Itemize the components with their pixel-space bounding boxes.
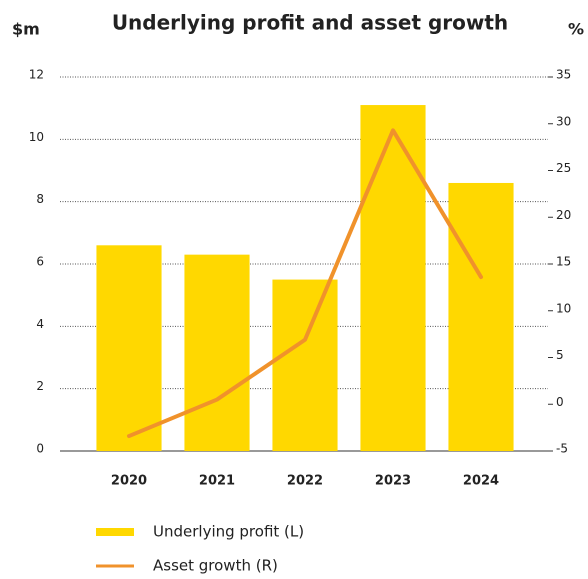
y2-tick-label: 0 (556, 395, 564, 409)
y-axis-label: $m (12, 20, 40, 39)
x-tick-label: 2022 (287, 474, 323, 489)
y2-tick-label: 30 (556, 114, 571, 128)
y2-tick-label: 25 (556, 161, 571, 175)
bar (96, 245, 162, 451)
line (127, 128, 483, 439)
y2-tick-label: 10 (556, 301, 571, 315)
bar (272, 279, 338, 451)
x-tick-label: 2023 (375, 474, 411, 489)
legend-label: Asset growth (R) (153, 557, 278, 575)
bar (184, 254, 250, 451)
y-tick-label: 6 (36, 255, 44, 269)
chart-title: Underlying profit and asset growth (112, 11, 508, 35)
y-tick-label: 12 (29, 68, 44, 82)
x-tick-label: 2020 (111, 474, 147, 489)
legend-label: Underlying profit (L) (153, 523, 304, 541)
y2-tick-label: 5 (556, 348, 564, 362)
y-tick-label: 2 (36, 379, 44, 393)
y2-tick-label: 35 (556, 68, 571, 82)
x-tick-label: 2024 (463, 474, 499, 489)
y-tick-label: 4 (36, 317, 44, 331)
legend-swatch (96, 528, 134, 536)
y2-tick-label: -5 (556, 442, 568, 456)
y2-tick-label: 20 (556, 208, 571, 222)
y-tick-label: 10 (29, 130, 44, 144)
y2-tick-label: 15 (556, 255, 571, 269)
y-tick-label: 0 (36, 442, 44, 456)
bar (360, 105, 426, 452)
bar (448, 182, 514, 451)
y-tick-label: 8 (36, 192, 44, 206)
x-tick-label: 2021 (199, 474, 235, 489)
y2-axis-label: % (568, 20, 584, 39)
